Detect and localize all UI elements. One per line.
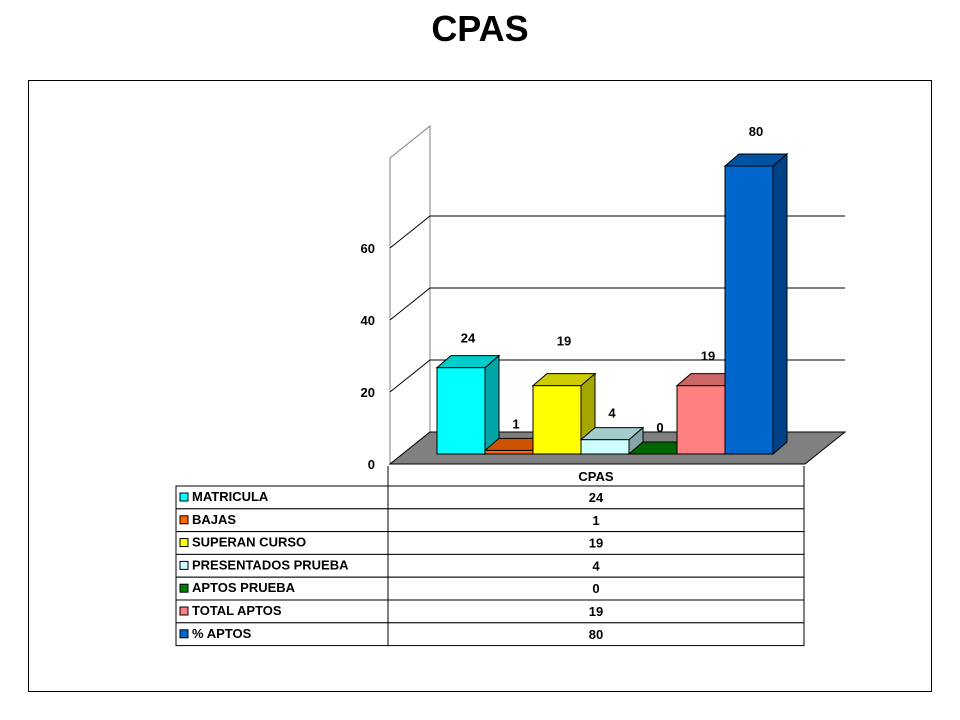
data-label-aptos: 80 <box>749 124 763 139</box>
table-value-superan-curso: 19 <box>589 536 603 551</box>
legend-label-bajas: BAJAS <box>192 512 236 527</box>
y-tick-label: 20 <box>361 385 375 400</box>
bar-bajas <box>484 449 534 455</box>
data-label-aptos-prueba: 0 <box>656 420 663 435</box>
table-value-presentados-prueba: 4 <box>592 558 600 573</box>
bar-superan-curso <box>532 385 582 455</box>
data-label-matricula: 24 <box>461 331 476 346</box>
legend-label-aptos-prueba: APTOS PRUEBA <box>192 580 296 595</box>
table-value-total-aptos: 19 <box>589 604 603 619</box>
data-label-superan-curso: 19 <box>557 334 571 349</box>
category-label: CPAS <box>578 469 613 484</box>
chart-frame <box>28 80 932 692</box>
bar-side-matricula <box>484 354 500 456</box>
bar-top-matricula <box>435 355 501 369</box>
legend-swatch-superan-curso <box>179 538 189 548</box>
legend-label-total-aptos: TOTAL APTOS <box>192 603 282 618</box>
y-tick-label: 40 <box>361 313 375 328</box>
data-label-bajas: 1 <box>512 416 519 431</box>
legend-swatch-aptos-prueba <box>179 583 189 593</box>
table-value-aptos: 80 <box>589 627 603 642</box>
chart-title: CPAS <box>431 8 529 49</box>
bar-top-superan-curso <box>531 373 597 387</box>
legend-label-superan-curso: SUPERAN CURSO <box>192 535 306 550</box>
legend-label-matricula: MATRICULA <box>192 489 269 504</box>
legend-swatch-matricula <box>179 492 189 502</box>
bar-side-aptos <box>772 152 788 456</box>
bar-aptos <box>724 165 774 455</box>
bar-top-presentados-prueba <box>579 427 645 441</box>
legend-swatch-presentados-prueba <box>179 560 189 570</box>
bar-top-aptos <box>723 153 789 167</box>
table-value-bajas: 1 <box>592 513 599 528</box>
table-value-aptos-prueba: 0 <box>592 581 599 596</box>
table-value-matricula: 24 <box>589 490 604 505</box>
legend-swatch-bajas <box>179 515 189 525</box>
gridline <box>389 359 845 393</box>
y-tick-label: 0 <box>368 457 375 472</box>
bar-total-aptos <box>676 385 726 455</box>
gridline <box>389 215 845 249</box>
legend-label-aptos: % APTOS <box>192 626 252 641</box>
legend-swatch-aptos <box>179 629 189 639</box>
side-wall <box>389 124 431 466</box>
data-label-total-aptos: 19 <box>701 349 715 364</box>
gridline <box>389 287 845 321</box>
y-tick-label: 60 <box>361 241 375 256</box>
legend-swatch-total-aptos <box>179 606 189 616</box>
bar-matricula <box>436 367 486 455</box>
value-cell-aptos <box>387 622 805 647</box>
legend-label-presentados-prueba: PRESENTADOS PRUEBA <box>192 557 349 572</box>
data-label-presentados-prueba: 4 <box>608 406 616 421</box>
bar-presentados-prueba <box>580 439 630 455</box>
